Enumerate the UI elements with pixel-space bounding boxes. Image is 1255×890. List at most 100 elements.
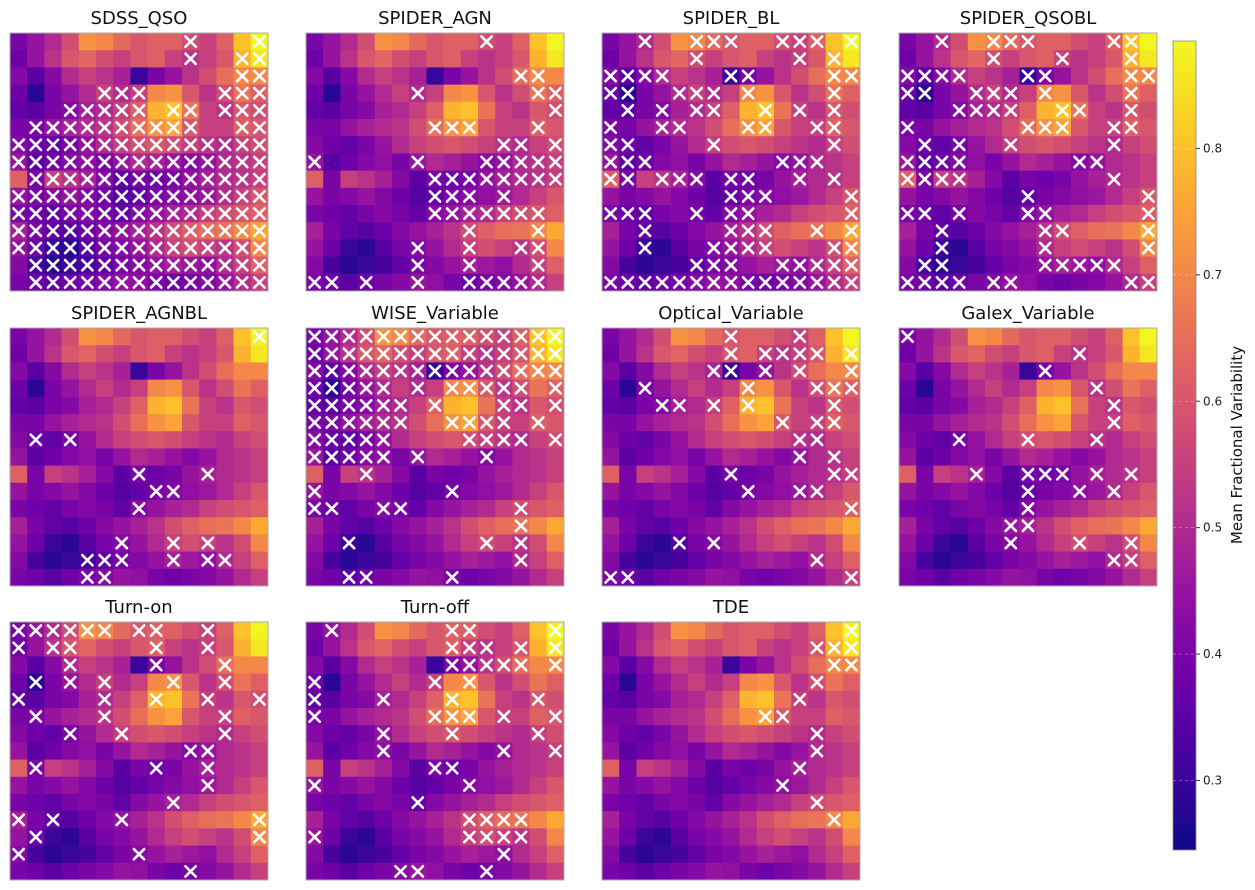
heatmap-cell [409, 50, 427, 68]
heatmap-cell [234, 362, 252, 380]
heatmap-cell [375, 171, 393, 189]
heatmap-cell [113, 67, 131, 85]
heatmap-cell [826, 846, 844, 864]
heatmap-cell [358, 656, 376, 674]
heatmap-cell [426, 222, 444, 240]
heatmap-cell [636, 656, 654, 674]
heatmap-cell [916, 431, 934, 449]
heatmap-cell [306, 742, 324, 760]
heatmap-cell [27, 794, 45, 812]
heatmap-cell [182, 500, 200, 518]
heatmap-cell [62, 33, 80, 51]
heatmap-cell [182, 517, 200, 535]
heatmap-cell [113, 639, 131, 657]
heatmap-cell [1140, 380, 1158, 398]
heatmap-cell [808, 50, 826, 68]
heatmap-cell [130, 794, 148, 812]
heatmap-cell [722, 517, 740, 535]
heatmap-cell [358, 828, 376, 846]
heatmap-cell [182, 85, 200, 103]
heatmap-cell [461, 397, 479, 415]
heatmap-cell [1123, 448, 1141, 466]
heatmap-cell [722, 691, 740, 709]
heatmap-cell [774, 760, 792, 778]
heatmap-cell [899, 136, 917, 154]
heatmap-cell [1071, 448, 1089, 466]
heatmap-cell [1105, 67, 1123, 85]
heatmap-cell [808, 397, 826, 415]
heatmap-cell [619, 534, 637, 552]
heatmap-cell [757, 674, 775, 692]
heatmap-cell [130, 639, 148, 657]
heatmap-cell [27, 500, 45, 518]
heatmap-cell [636, 483, 654, 501]
heatmap-cell [774, 639, 792, 657]
heatmap-cell [899, 239, 917, 257]
heatmap-cell [10, 674, 28, 692]
heatmap-cell [654, 811, 672, 829]
heatmap-cell [234, 345, 252, 363]
heatmap-cell [843, 811, 861, 829]
heatmap-cell [826, 431, 844, 449]
heatmap-cell [44, 466, 62, 484]
heatmap-cell [478, 691, 496, 709]
heatmap-cell [968, 171, 986, 189]
heatmap-cell [79, 534, 97, 552]
heatmap-cell [113, 380, 131, 398]
heatmap-cell [1105, 362, 1123, 380]
heatmap-cell [358, 534, 376, 552]
heatmap-cell [547, 674, 565, 692]
heatmap-cell [843, 794, 861, 812]
heatmap-cell [688, 345, 706, 363]
heatmap-cell [826, 794, 844, 812]
heatmap-cell [199, 362, 217, 380]
colorbar-tick-label: 0.3 [1203, 773, 1222, 787]
heatmap-cell [722, 534, 740, 552]
heatmap-cell [636, 328, 654, 346]
heatmap-cell [636, 171, 654, 189]
heatmap-cell [654, 552, 672, 570]
heatmap-cell [113, 674, 131, 692]
heatmap-cell [1071, 50, 1089, 68]
heatmap-cell [234, 328, 252, 346]
heatmap-cell [461, 102, 479, 120]
heatmap-cell [757, 397, 775, 415]
heatmap-cell [234, 534, 252, 552]
heatmap-cell [512, 222, 530, 240]
heatmap-cell [671, 725, 689, 743]
heatmap-cell [306, 239, 324, 257]
heatmap-cell [916, 466, 934, 484]
heatmap-cell [426, 569, 444, 587]
heatmap-cell [951, 517, 969, 535]
heatmap-cell [444, 274, 462, 292]
heatmap-cell [340, 136, 358, 154]
heatmap-cell [636, 674, 654, 692]
colorbar-tick-label: 0.7 [1203, 268, 1222, 282]
heatmap-cell [654, 431, 672, 449]
heatmap-cell [409, 674, 427, 692]
heatmap-cell [968, 119, 986, 137]
heatmap-cell [79, 828, 97, 846]
heatmap-cell [933, 102, 951, 120]
heatmap-cell [234, 846, 252, 864]
heatmap-cell [44, 345, 62, 363]
heatmap-cell [306, 811, 324, 829]
heatmap-cell [148, 725, 166, 743]
heatmap-cell [705, 742, 723, 760]
heatmap-cell [1002, 67, 1020, 85]
heatmap-cell [1002, 397, 1020, 415]
heatmap-cell [216, 414, 234, 432]
heatmap-cell [1037, 431, 1055, 449]
heatmap-cell [985, 188, 1003, 206]
heatmap-cell [688, 708, 706, 726]
heatmap-cell [409, 67, 427, 85]
heatmap-cell [985, 534, 1003, 552]
heatmap-cell [1019, 257, 1037, 275]
heatmap-cell [722, 569, 740, 587]
heatmap-cell [199, 708, 217, 726]
heatmap-cell [1105, 102, 1123, 120]
heatmap-cell [44, 50, 62, 68]
heatmap-cell [951, 328, 969, 346]
heatmap-cell [199, 569, 217, 587]
heatmap-cell [96, 639, 114, 657]
